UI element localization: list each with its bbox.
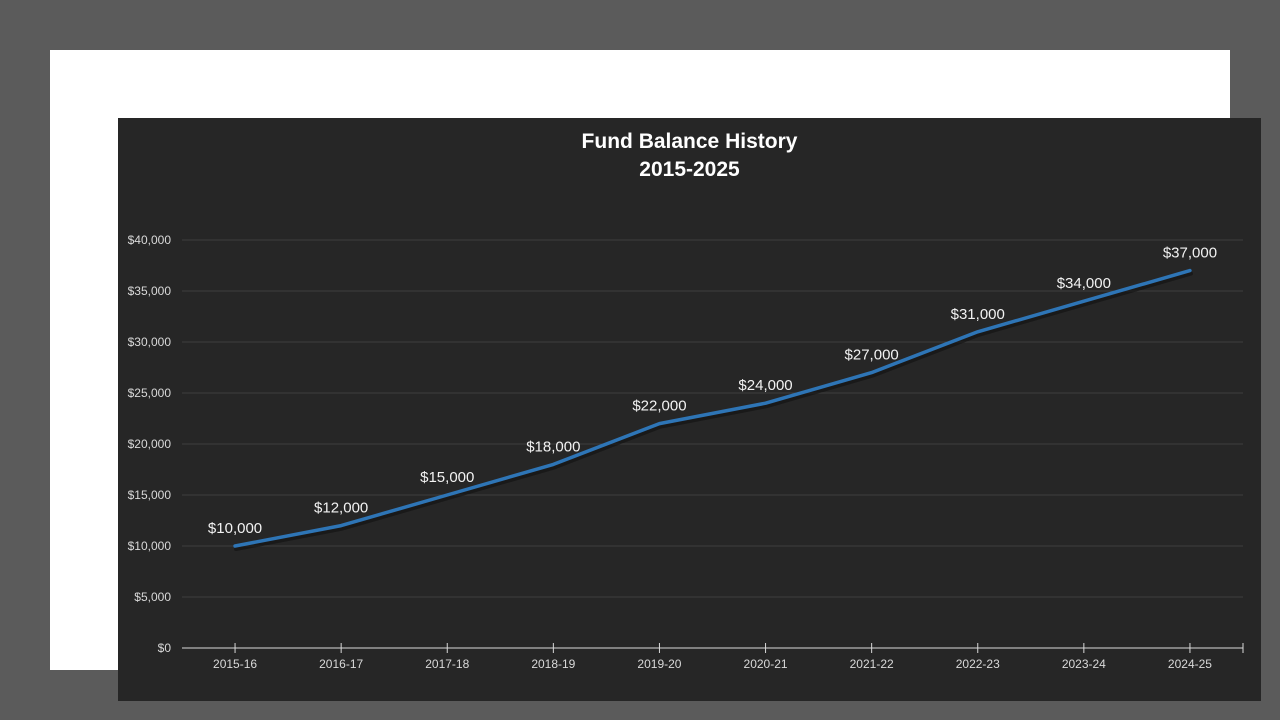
y-tick-label: $20,000 — [128, 437, 172, 451]
data-label: $18,000 — [526, 438, 580, 455]
x-tick-label: 2022-23 — [956, 657, 1000, 671]
data-label: $12,000 — [314, 500, 368, 517]
data-label: $22,000 — [632, 398, 686, 415]
x-tick-label: 2021-22 — [850, 657, 894, 671]
chart-area: Fund Balance History 2015-2025 $0 $5,000 $… — [118, 118, 1261, 701]
data-label: $24,000 — [738, 377, 792, 394]
data-label: $10,000 — [208, 520, 262, 537]
x-tick-label: 2024-25 — [1168, 657, 1212, 671]
y-tick-label: $35,000 — [128, 284, 172, 298]
chart-subtitle: 2015-2025 — [639, 158, 740, 181]
data-label: $37,000 — [1163, 245, 1217, 262]
series-shadow — [234, 271, 1193, 551]
data-label: $15,000 — [420, 469, 474, 486]
x-tick-label: 2023-24 — [1062, 657, 1106, 671]
y-tick-label: $5,000 — [134, 590, 171, 604]
x-tick-label: 2017-18 — [425, 657, 469, 671]
x-tick-label: 2016-17 — [319, 657, 363, 671]
y-tick-label: $40,000 — [128, 233, 172, 247]
x-tick-label: 2019-20 — [637, 657, 681, 671]
y-tick-label: $25,000 — [128, 386, 172, 400]
y-tick-label: $10,000 — [128, 539, 172, 553]
data-label: $31,000 — [951, 306, 1005, 323]
series-line — [233, 268, 1192, 548]
chart-title: Fund Balance History — [581, 130, 798, 153]
chart-frame: Fund Balance History 2015-2025 $0 $5,000 $… — [50, 50, 1261, 701]
x-tick-label: 2015-16 — [213, 657, 257, 671]
x-tick-label: 2018-19 — [531, 657, 575, 671]
data-label: $27,000 — [845, 347, 899, 364]
y-tick-label: $0 — [158, 641, 172, 655]
y-tick-label: $15,000 — [128, 488, 172, 502]
line-plot: $0 $5,000 $10,000 $15,000 $20,000 $25,000 $30,… — [128, 233, 1244, 671]
data-label: $34,000 — [1057, 275, 1111, 292]
x-tick-label: 2020-21 — [744, 657, 788, 671]
y-tick-label: $30,000 — [128, 335, 172, 349]
